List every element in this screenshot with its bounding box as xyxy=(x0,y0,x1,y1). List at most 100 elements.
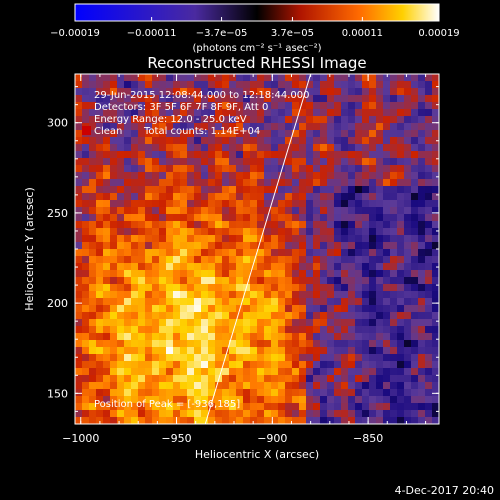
heatmap-cell xyxy=(348,95,355,102)
heatmap-cell xyxy=(320,368,327,375)
heatmap-cell xyxy=(271,326,278,333)
heatmap-cell xyxy=(341,242,348,249)
heatmap-cell xyxy=(376,123,383,130)
heatmap-cell xyxy=(278,81,285,88)
heatmap-cell xyxy=(306,305,313,312)
heatmap-cell xyxy=(96,214,103,221)
heatmap-cell xyxy=(215,326,222,333)
heatmap-cell xyxy=(82,410,89,417)
heatmap-cell xyxy=(390,291,397,298)
heatmap-cell xyxy=(348,263,355,270)
heatmap-cell xyxy=(180,137,187,144)
heatmap-cell xyxy=(362,347,369,354)
heatmap-cell xyxy=(257,291,264,298)
heatmap-cell xyxy=(103,207,110,214)
heatmap-cell xyxy=(208,172,215,179)
heatmap-cell xyxy=(383,200,390,207)
heatmap-cell xyxy=(411,291,418,298)
heatmap-cell xyxy=(187,284,194,291)
heatmap-cell xyxy=(418,256,425,263)
heatmap-cell xyxy=(152,354,159,361)
heatmap-cell xyxy=(348,151,355,158)
heatmap-cell xyxy=(411,284,418,291)
heatmap-cell xyxy=(411,340,418,347)
heatmap-cell xyxy=(432,249,439,256)
heatmap-cell xyxy=(166,95,173,102)
heatmap-cell xyxy=(369,375,376,382)
heatmap-cell xyxy=(215,417,222,424)
heatmap-cell xyxy=(334,88,341,95)
heatmap-cell xyxy=(201,256,208,263)
heatmap-cell xyxy=(250,165,257,172)
heatmap-cell xyxy=(355,249,362,256)
heatmap-cell xyxy=(124,249,131,256)
heatmap-cell xyxy=(376,403,383,410)
heatmap-cell xyxy=(257,249,264,256)
heatmap-cell xyxy=(348,382,355,389)
heatmap-cell xyxy=(229,347,236,354)
heatmap-cell xyxy=(292,389,299,396)
heatmap-cell xyxy=(425,382,432,389)
heatmap-cell xyxy=(194,249,201,256)
heatmap-cell xyxy=(152,263,159,270)
heatmap-cell xyxy=(432,214,439,221)
heatmap-cell xyxy=(264,305,271,312)
heatmap-cell xyxy=(82,207,89,214)
heatmap-cell xyxy=(397,368,404,375)
heatmap-cell xyxy=(292,144,299,151)
heatmap-cell xyxy=(103,340,110,347)
heatmap-cell xyxy=(250,375,257,382)
heatmap-cell xyxy=(334,256,341,263)
heatmap-cell xyxy=(152,298,159,305)
heatmap-cell xyxy=(285,396,292,403)
heatmap-cell xyxy=(159,403,166,410)
heatmap-cell xyxy=(264,368,271,375)
heatmap-cell xyxy=(145,389,152,396)
heatmap-cell xyxy=(152,242,159,249)
heatmap-cell xyxy=(390,319,397,326)
heatmap-cell xyxy=(131,116,138,123)
heatmap-cell xyxy=(327,389,334,396)
heatmap-cell xyxy=(145,242,152,249)
heatmap-cell xyxy=(208,249,215,256)
heatmap-cell xyxy=(75,326,82,333)
heatmap-cell xyxy=(425,375,432,382)
heatmap-cell xyxy=(145,403,152,410)
heatmap-cell xyxy=(173,270,180,277)
heatmap-cell xyxy=(110,361,117,368)
heatmap-cell xyxy=(285,347,292,354)
heatmap-cell xyxy=(180,116,187,123)
heatmap-cell xyxy=(292,277,299,284)
heatmap-cell xyxy=(236,102,243,109)
heatmap-cell xyxy=(306,319,313,326)
heatmap-cell xyxy=(117,291,124,298)
heatmap-cell xyxy=(299,410,306,417)
heatmap-cell xyxy=(432,284,439,291)
heatmap-cell xyxy=(418,326,425,333)
annotation-total-counts: Total counts: 1.14E+04 xyxy=(143,126,260,137)
heatmap-cell xyxy=(432,193,439,200)
heatmap-cell xyxy=(432,319,439,326)
heatmap-cell xyxy=(159,214,166,221)
heatmap-cell xyxy=(250,361,257,368)
heatmap-cell xyxy=(208,144,215,151)
heatmap-cell xyxy=(299,81,306,88)
heatmap-cell xyxy=(194,102,201,109)
heatmap-cell xyxy=(117,298,124,305)
heatmap-cell xyxy=(306,375,313,382)
heatmap-cell xyxy=(320,214,327,221)
heatmap-cell xyxy=(264,193,271,200)
heatmap-cell xyxy=(341,389,348,396)
heatmap-cell xyxy=(180,81,187,88)
heatmap-cell xyxy=(369,207,376,214)
heatmap-cell xyxy=(173,186,180,193)
heatmap-cell xyxy=(194,165,201,172)
heatmap-cell xyxy=(145,298,152,305)
heatmap-cell xyxy=(222,158,229,165)
heatmap-cell xyxy=(194,200,201,207)
heatmap-cell xyxy=(376,333,383,340)
heatmap-cell xyxy=(376,144,383,151)
heatmap-cell xyxy=(117,256,124,263)
heatmap-cell xyxy=(159,410,166,417)
heatmap-cell xyxy=(110,137,117,144)
